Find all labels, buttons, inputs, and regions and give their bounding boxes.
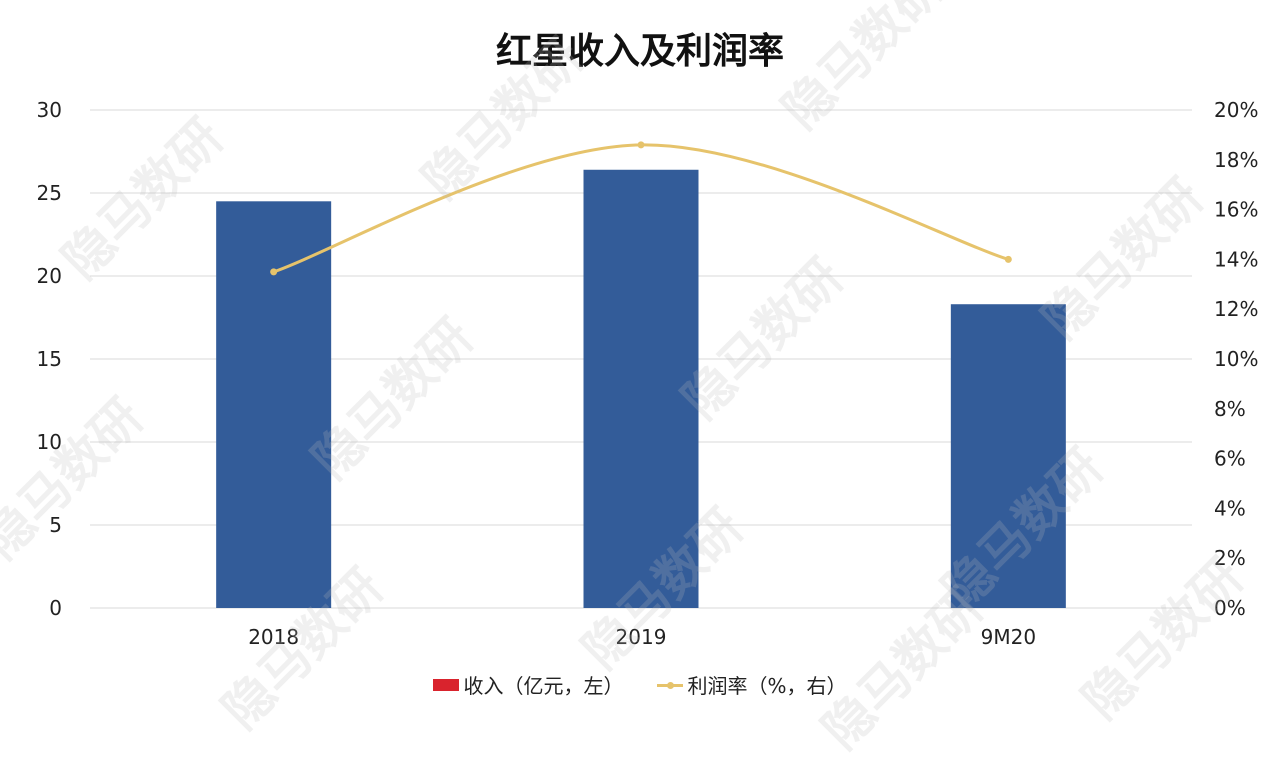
bar bbox=[216, 201, 332, 609]
margin-point bbox=[270, 268, 278, 276]
right-tick-label: 10% bbox=[1214, 347, 1258, 371]
left-axis-ticks: 0 5 10 15 20 25 30 bbox=[37, 98, 62, 620]
right-tick-label: 18% bbox=[1214, 148, 1258, 172]
left-tick-label: 25 bbox=[37, 181, 62, 205]
right-tick-label: 0% bbox=[1214, 596, 1246, 620]
right-axis-ticks: 0% 2% 4% 6% 8% 10% 12% 14% 16% 18% 20% bbox=[1214, 98, 1258, 620]
margin-point bbox=[1004, 255, 1012, 263]
legend-label-revenue: 收入（亿元，左） bbox=[463, 674, 624, 698]
left-tick-label: 10 bbox=[37, 430, 62, 454]
x-axis-ticks: 2018 2019 9M20 bbox=[248, 625, 1036, 649]
line-series bbox=[270, 141, 1012, 276]
left-tick-label: 0 bbox=[49, 596, 62, 620]
chart-svg: 0 5 10 15 20 25 30 0% 2% 4% 6% 8% 10% 12% 14% 16% 18% 20… bbox=[37, 98, 1259, 649]
right-tick-label: 12% bbox=[1214, 297, 1258, 321]
legend: 收入（亿元，左） 利润率（%，右） bbox=[0, 670, 1280, 699]
x-tick-label: 2018 bbox=[248, 625, 299, 649]
x-tick-label: 9M20 bbox=[981, 625, 1036, 649]
legend-swatch-bar bbox=[433, 678, 460, 691]
x-tick-label: 2019 bbox=[616, 625, 667, 649]
right-tick-label: 16% bbox=[1214, 198, 1258, 222]
right-tick-label: 6% bbox=[1214, 447, 1246, 471]
right-tick-label: 14% bbox=[1214, 247, 1258, 271]
left-tick-label: 20 bbox=[37, 264, 62, 288]
chart-title: 红星收入及利润率 bbox=[495, 31, 784, 72]
left-tick-label: 30 bbox=[37, 98, 62, 122]
legend-label-margin: 利润率（%，右） bbox=[687, 674, 847, 698]
legend-item-revenue: 收入（亿元，左） bbox=[433, 670, 623, 699]
right-tick-label: 2% bbox=[1214, 546, 1246, 570]
left-tick-label: 5 bbox=[49, 513, 62, 537]
margin-point bbox=[637, 141, 645, 149]
right-tick-label: 4% bbox=[1214, 496, 1246, 520]
bar bbox=[583, 169, 699, 608]
bar-series bbox=[216, 169, 1066, 609]
legend-swatch-line bbox=[657, 679, 684, 691]
left-tick-label: 15 bbox=[37, 347, 62, 371]
bar bbox=[950, 304, 1066, 608]
right-tick-label: 20% bbox=[1214, 98, 1258, 122]
right-tick-label: 8% bbox=[1214, 397, 1246, 421]
legend-item-margin: 利润率（%，右） bbox=[657, 670, 847, 699]
